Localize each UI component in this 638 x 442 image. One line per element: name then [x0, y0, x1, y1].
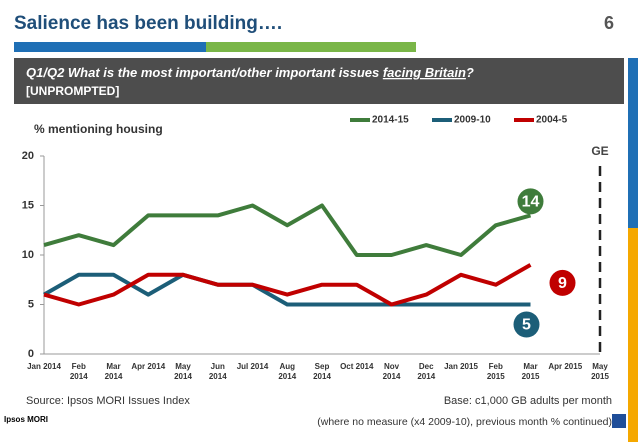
logo-box: [612, 414, 626, 428]
x-tick-label: Mar 2014: [104, 362, 123, 381]
series-line: [43, 263, 532, 307]
x-tick-label: Aug 2014: [278, 362, 297, 381]
question-box: [14, 58, 624, 104]
header-bar-green: [206, 42, 416, 52]
y-tick-label: 20: [22, 150, 34, 162]
end-label-bubble: [517, 188, 544, 215]
q-under: facing Britain: [383, 65, 466, 80]
x-tick-label: Jan 2014: [27, 362, 61, 371]
footnote: (where no measure (x4 2009-10), previous…: [317, 416, 612, 428]
base: Base: c1,000 GB adults per month: [444, 395, 612, 407]
election-label: GE: [591, 144, 608, 158]
end-label-bubble: [513, 311, 540, 338]
x-tick-label: Jul 2014: [236, 362, 269, 371]
q-post: ?: [466, 65, 474, 80]
end-label-bubble: [549, 269, 576, 296]
x-tick-label: May 2014: [174, 362, 192, 381]
q-pre: Q1/Q2 What is the most important/other i…: [26, 65, 383, 80]
question-note: [UNPROMPTED]: [26, 84, 119, 98]
end-label: 5: [522, 317, 531, 334]
y-tick-label: 5: [28, 298, 34, 310]
side-bar-blue: [628, 58, 638, 228]
legend-label: 2009-10: [454, 115, 491, 126]
x-tick-label: Oct 2014: [340, 362, 374, 371]
y-axis-label: % mentioning housing: [34, 122, 163, 136]
y-tick-label: 0: [28, 348, 34, 360]
logo-text: Ipsos MORI: [4, 415, 48, 424]
x-tick-label: Feb 2015: [486, 362, 505, 381]
title: Salience has been building….: [14, 13, 282, 34]
x-tick-label: Mar 2015: [521, 362, 540, 381]
end-label: 9: [558, 275, 567, 292]
series-line: [43, 272, 531, 307]
question-text: Q1/Q2 What is the most important/other i…: [26, 65, 474, 80]
y-tick-label: 10: [22, 249, 34, 261]
side-bar-yellow: [628, 228, 638, 442]
x-tick-label: Feb 2014: [69, 362, 88, 381]
legend-label: 2004-5: [536, 115, 568, 126]
x-tick-label: Apr 2014: [131, 362, 166, 371]
x-tick-label: Nov 2014: [382, 362, 401, 381]
series-line: [43, 203, 532, 257]
legend-label: 2014-15: [372, 115, 409, 126]
source: Source: Ipsos MORI Issues Index: [26, 395, 190, 407]
x-tick-label: Dec 2014: [417, 362, 436, 381]
x-tick-label: Jun 2014: [208, 362, 227, 381]
x-tick-label: Jan 2015: [444, 362, 478, 371]
x-tick-label: Sep 2014: [313, 362, 331, 381]
x-tick-label: Apr 2015: [548, 362, 583, 371]
header-bar-blue: [14, 42, 206, 52]
x-tick-label: May 2015: [591, 362, 609, 381]
page-number: 6: [604, 13, 614, 33]
end-label: 14: [522, 194, 540, 211]
y-tick-label: 15: [22, 199, 34, 211]
